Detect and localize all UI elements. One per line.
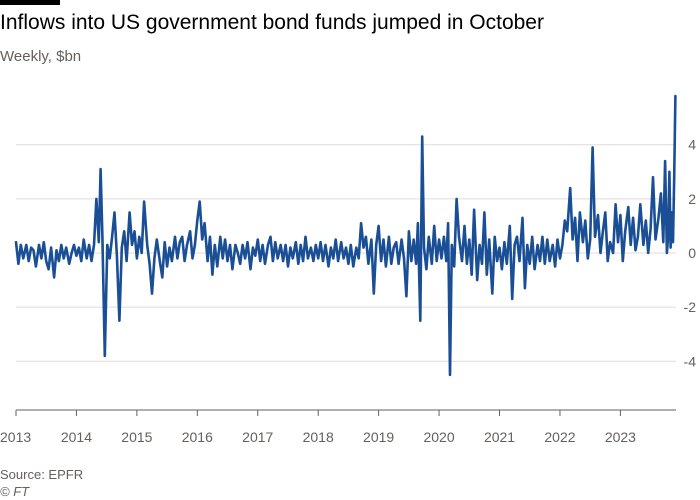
x-tick-label: 2018 xyxy=(303,429,334,445)
x-tick-label: 2017 xyxy=(242,429,273,445)
x-tick-label: 2020 xyxy=(423,429,454,445)
y-tick-label: 0 xyxy=(688,245,696,261)
x-axis: 2013 2014 2015 2016 2017 2018 2019 2020 2021 2022… xyxy=(0,409,676,445)
series-line xyxy=(14,94,677,377)
y-tick-label: -2 xyxy=(684,299,697,315)
chart-title: Inflows into US government bond funds ju… xyxy=(0,11,544,34)
x-tick-label: 2023 xyxy=(605,429,636,445)
y-tick-label: 4 xyxy=(688,137,696,153)
line-chart: -4 -2 0 2 4 2013 2014 2015 2016 2017 2018 2019 2020… xyxy=(0,94,697,445)
x-tick-label: 2021 xyxy=(484,429,515,445)
y-axis-tick-labels: -4 -2 0 2 4 xyxy=(684,137,697,370)
x-tick-label: 2014 xyxy=(61,429,92,445)
x-tick-label: 2016 xyxy=(182,429,213,445)
x-tick-label: 2019 xyxy=(363,429,394,445)
chart-subtitle: Weekly, $bn xyxy=(0,48,82,65)
x-tick-label: 2015 xyxy=(121,429,152,445)
y-tick-label: -4 xyxy=(684,353,697,369)
x-tick-label: 2013 xyxy=(0,429,31,445)
source-note: Source: EPFR xyxy=(0,467,84,482)
ft-credit: © FT xyxy=(0,484,30,499)
series-group xyxy=(14,94,677,377)
brand-bar xyxy=(0,0,60,5)
x-tick-label: 2022 xyxy=(544,429,575,445)
y-tick-label: 2 xyxy=(688,191,696,207)
